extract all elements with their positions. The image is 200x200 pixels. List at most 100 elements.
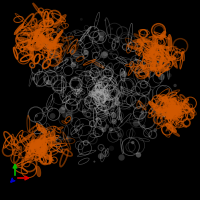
Ellipse shape [161,56,176,61]
Ellipse shape [165,100,176,110]
Ellipse shape [172,58,178,68]
Circle shape [173,84,177,87]
Circle shape [141,110,144,114]
Circle shape [83,48,87,53]
Circle shape [43,78,46,81]
Ellipse shape [172,110,183,113]
Ellipse shape [150,59,156,70]
Ellipse shape [157,108,160,119]
Ellipse shape [23,26,39,31]
Circle shape [109,52,113,55]
Ellipse shape [168,34,172,51]
Circle shape [163,60,167,65]
Ellipse shape [47,40,57,49]
Circle shape [100,93,103,96]
Circle shape [66,136,69,140]
Circle shape [98,153,104,159]
Circle shape [124,100,126,102]
Circle shape [95,85,98,87]
Ellipse shape [190,108,194,119]
Ellipse shape [52,39,60,45]
Ellipse shape [166,108,175,113]
Circle shape [109,127,113,131]
Circle shape [104,110,109,115]
Circle shape [102,75,106,79]
Ellipse shape [166,109,179,115]
Circle shape [46,42,51,47]
Circle shape [82,109,86,114]
Ellipse shape [34,29,38,39]
Circle shape [104,19,106,21]
Circle shape [59,136,61,138]
Circle shape [62,112,68,118]
Circle shape [111,102,117,108]
Circle shape [64,57,69,61]
Circle shape [78,107,80,109]
Ellipse shape [53,14,66,28]
Ellipse shape [37,139,39,150]
Circle shape [95,62,100,68]
Ellipse shape [154,109,166,113]
Ellipse shape [133,38,150,43]
Ellipse shape [149,46,157,56]
Ellipse shape [160,31,166,40]
Circle shape [99,90,102,94]
Ellipse shape [36,166,41,177]
Circle shape [135,65,139,70]
Ellipse shape [46,28,49,43]
Ellipse shape [19,133,34,143]
Ellipse shape [40,144,49,160]
Ellipse shape [37,127,47,133]
Circle shape [59,107,65,113]
Circle shape [81,74,83,76]
Circle shape [35,114,38,117]
Ellipse shape [44,28,54,31]
Ellipse shape [166,104,176,116]
Ellipse shape [182,99,189,105]
Ellipse shape [49,152,52,164]
Ellipse shape [166,123,177,133]
Ellipse shape [158,96,174,104]
Circle shape [94,95,101,101]
Circle shape [133,120,139,127]
Circle shape [84,50,89,55]
Ellipse shape [32,141,42,152]
Circle shape [77,89,81,92]
Circle shape [60,71,63,75]
Circle shape [101,129,104,132]
Ellipse shape [30,47,34,62]
Circle shape [158,73,165,80]
Ellipse shape [26,45,43,49]
Ellipse shape [165,113,178,120]
Circle shape [98,125,103,130]
Ellipse shape [38,32,48,44]
Circle shape [80,18,83,21]
Ellipse shape [23,32,36,36]
Circle shape [61,105,66,110]
Circle shape [89,105,93,109]
Ellipse shape [167,105,172,116]
Circle shape [120,93,124,97]
Circle shape [74,77,77,79]
Ellipse shape [153,35,158,45]
Circle shape [109,146,114,151]
Circle shape [79,66,83,69]
Circle shape [93,90,99,96]
Circle shape [114,36,120,42]
Circle shape [107,96,110,98]
Circle shape [99,92,102,95]
Circle shape [93,161,95,163]
Circle shape [47,69,52,75]
Circle shape [99,32,105,38]
Ellipse shape [33,37,45,42]
Ellipse shape [50,131,55,146]
Circle shape [136,59,138,61]
Ellipse shape [166,46,169,57]
Circle shape [58,28,60,31]
Circle shape [161,66,168,73]
Circle shape [132,82,135,85]
Circle shape [121,71,127,77]
Ellipse shape [158,108,174,111]
Ellipse shape [149,101,160,111]
Circle shape [100,147,103,149]
